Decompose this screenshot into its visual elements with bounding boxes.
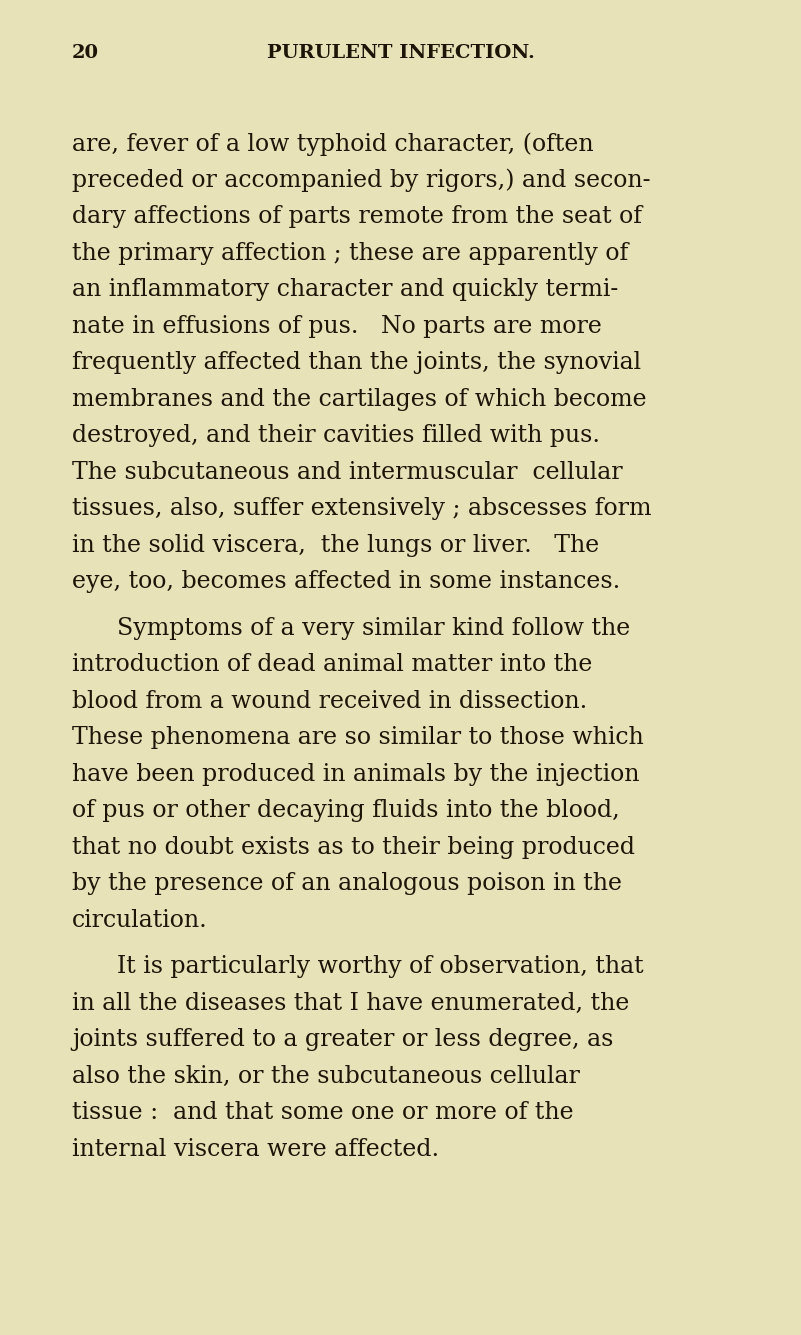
Text: 20: 20 xyxy=(72,44,99,61)
Text: frequently affected than the joints, the synovial: frequently affected than the joints, the… xyxy=(72,351,641,374)
Text: The subcutaneous and intermuscular  cellular: The subcutaneous and intermuscular cellu… xyxy=(72,461,622,483)
Text: blood from a wound received in dissection.: blood from a wound received in dissectio… xyxy=(72,689,587,713)
Text: These phenomena are so similar to those which: These phenomena are so similar to those … xyxy=(72,726,644,749)
Text: dary affections of parts remote from the seat of: dary affections of parts remote from the… xyxy=(72,206,642,228)
Text: have been produced in animals by the injection: have been produced in animals by the inj… xyxy=(72,762,639,785)
Text: Symptoms of a very similar kind follow the: Symptoms of a very similar kind follow t… xyxy=(117,617,630,639)
Text: internal viscera were affected.: internal viscera were affected. xyxy=(72,1137,439,1160)
Text: also the skin, or the subcutaneous cellular: also the skin, or the subcutaneous cellu… xyxy=(72,1064,580,1088)
Text: in the solid viscera,  the lungs or liver.   The: in the solid viscera, the lungs or liver… xyxy=(72,534,599,557)
Text: introduction of dead animal matter into the: introduction of dead animal matter into … xyxy=(72,653,593,676)
Text: joints suffered to a greater or less degree, as: joints suffered to a greater or less deg… xyxy=(72,1028,614,1051)
Text: circulation.: circulation. xyxy=(72,909,207,932)
Text: of pus or other decaying fluids into the blood,: of pus or other decaying fluids into the… xyxy=(72,800,620,822)
Text: are, fever of a low typhoid character, (often: are, fever of a low typhoid character, (… xyxy=(72,132,594,156)
Text: an inflammatory character and quickly termi-: an inflammatory character and quickly te… xyxy=(72,278,618,300)
Text: preceded or accompanied by rigors,) and secon-: preceded or accompanied by rigors,) and … xyxy=(72,168,650,192)
Text: the primary affection ; these are apparently of: the primary affection ; these are appare… xyxy=(72,242,628,264)
Text: that no doubt exists as to their being produced: that no doubt exists as to their being p… xyxy=(72,836,635,858)
Text: in all the diseases that I have enumerated, the: in all the diseases that I have enumerat… xyxy=(72,992,630,1015)
Text: membranes and the cartilages of which become: membranes and the cartilages of which be… xyxy=(72,387,646,410)
Text: It is particularly worthy of observation, that: It is particularly worthy of observation… xyxy=(117,955,644,979)
Text: by the presence of an analogous poison in the: by the presence of an analogous poison i… xyxy=(72,872,622,894)
Text: destroyed, and their cavities filled with pus.: destroyed, and their cavities filled wit… xyxy=(72,425,600,447)
Text: eye, too, becomes affected in some instances.: eye, too, becomes affected in some insta… xyxy=(72,570,620,593)
Text: tissue :  and that some one or more of the: tissue : and that some one or more of th… xyxy=(72,1101,574,1124)
Text: nate in effusions of pus.   No parts are more: nate in effusions of pus. No parts are m… xyxy=(72,315,602,338)
Text: PURULENT INFECTION.: PURULENT INFECTION. xyxy=(267,44,534,61)
Text: tissues, also, suffer extensively ; abscesses form: tissues, also, suffer extensively ; absc… xyxy=(72,497,651,521)
